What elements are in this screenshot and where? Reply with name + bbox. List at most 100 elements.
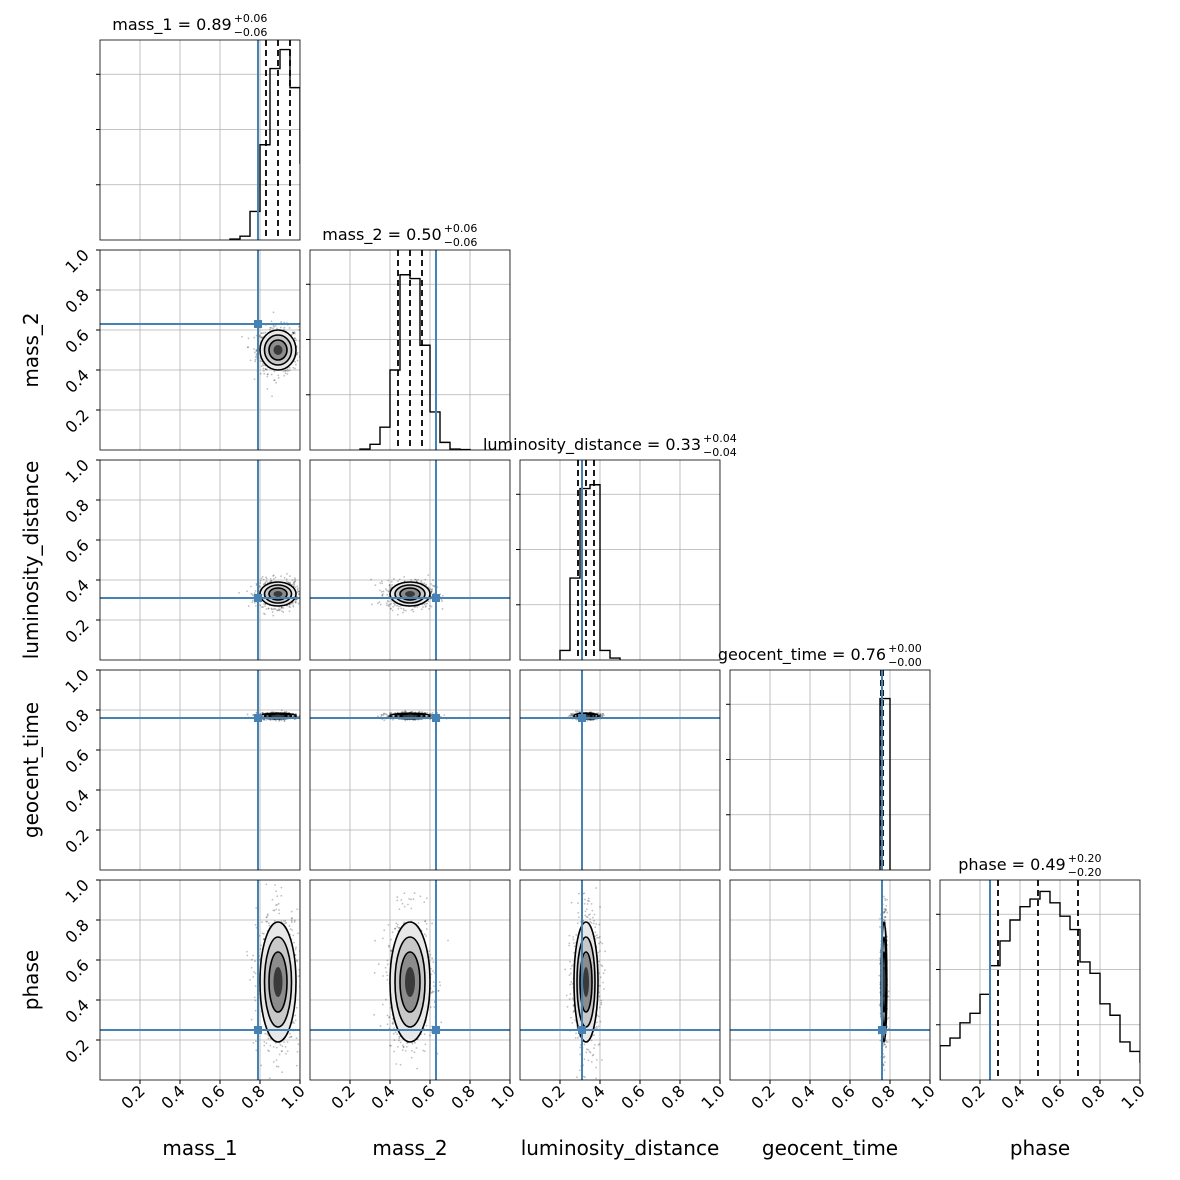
sample-point: [280, 886, 283, 889]
sample-point: [247, 605, 250, 607]
title-plus: +0.06: [444, 222, 478, 235]
sample-point: [570, 712, 573, 715]
sample-point: [418, 710, 421, 713]
sample-point: [430, 590, 433, 593]
sample-point: [277, 374, 280, 377]
sample-point: [297, 590, 300, 593]
title-plus: +0.06: [234, 12, 268, 25]
y-axis-label-mass_2: mass_2: [19, 312, 43, 387]
sample-point: [427, 574, 430, 577]
sample-point: [275, 908, 278, 911]
sample-point: [263, 718, 265, 721]
sample-point: [271, 898, 274, 901]
sample-point: [302, 717, 304, 719]
sample-point: [424, 605, 427, 607]
sample-point: [276, 327, 278, 330]
sample-point: [301, 717, 303, 719]
sample-point: [260, 332, 263, 335]
sample-point: [599, 715, 602, 717]
sample-point: [294, 360, 297, 363]
sample-point: [600, 714, 603, 717]
sample-point: [388, 583, 391, 586]
sample-point: [269, 328, 271, 331]
sample-point: [370, 603, 373, 606]
sample-point: [261, 921, 263, 924]
sample-point: [255, 353, 258, 355]
sample-point: [392, 605, 395, 608]
sample-point: [262, 612, 265, 615]
sample-point: [254, 358, 257, 361]
sample-point: [292, 366, 295, 369]
sample-point: [255, 582, 258, 585]
sample-point: [380, 580, 383, 583]
sample-point: [296, 591, 299, 594]
sample-point: [261, 711, 264, 714]
sample-point: [254, 999, 257, 1002]
sample-point: [266, 913, 269, 916]
sample-point: [285, 580, 288, 583]
sample-point: [267, 1035, 270, 1037]
sample-point: [426, 712, 429, 714]
sample-point: [292, 332, 295, 334]
sample-point: [391, 609, 394, 612]
sample-point: [274, 608, 277, 611]
sample-point: [294, 1019, 297, 1022]
sample-point: [255, 1049, 258, 1052]
sample-point: [306, 352, 308, 354]
sample-point: [301, 1009, 303, 1011]
sample-point: [260, 577, 263, 580]
sample-point: [376, 715, 379, 718]
sample-point: [306, 716, 308, 718]
sample-point: [427, 600, 430, 603]
sample-point: [280, 606, 283, 609]
sample-point: [298, 968, 300, 971]
sample-point: [267, 607, 270, 610]
sample-point: [396, 613, 399, 616]
sample-point: [410, 579, 413, 581]
sample-point: [433, 585, 436, 588]
sample-point: [294, 337, 297, 340]
sample-point: [599, 715, 602, 717]
sample-point: [259, 579, 262, 582]
sample-point: [293, 337, 296, 340]
sample-point: [275, 1046, 278, 1049]
sample-point: [297, 1043, 300, 1046]
sample-point: [568, 714, 571, 717]
sample-point: [301, 344, 303, 346]
sample-point: [246, 590, 248, 593]
sample-point: [302, 715, 304, 717]
y-tick-label: 1.0: [61, 455, 92, 486]
sample-point: [272, 327, 274, 330]
sample-point: [286, 368, 289, 371]
sample-point: [284, 369, 287, 372]
panel-geocent_time-mass_2: [309, 669, 511, 871]
sample-point: [302, 590, 304, 592]
sample-point: [303, 921, 305, 923]
sample-point: [298, 590, 300, 593]
sample-point: [255, 926, 258, 929]
panel-mass_2-mass_2: mass_2 = 0.50 +0.06−0.06: [306, 222, 511, 451]
sample-point: [273, 607, 276, 610]
panel-title-geocent_time: geocent_time = 0.76: [718, 645, 886, 665]
sample-point: [303, 715, 305, 717]
sample-point: [288, 1032, 291, 1035]
sample-point: [296, 960, 298, 963]
sample-point: [424, 578, 427, 581]
sample-point: [400, 607, 403, 610]
sample-point: [424, 606, 427, 608]
sample-point: [262, 364, 265, 367]
sample-point: [385, 602, 388, 605]
sample-point: [264, 368, 267, 371]
sample-point: [420, 608, 423, 611]
sample-point: [293, 582, 296, 585]
sample-point: [386, 599, 389, 602]
sample-point: [293, 331, 296, 333]
panel-title-mass_1: mass_1 = 0.89: [112, 15, 231, 35]
title-plus: +0.00: [888, 642, 922, 655]
sample-point: [387, 600, 390, 603]
sample-point: [420, 580, 423, 582]
sample-point: [247, 337, 250, 340]
sample-point: [403, 711, 406, 713]
sample-point: [280, 709, 283, 712]
sample-point: [294, 332, 296, 335]
